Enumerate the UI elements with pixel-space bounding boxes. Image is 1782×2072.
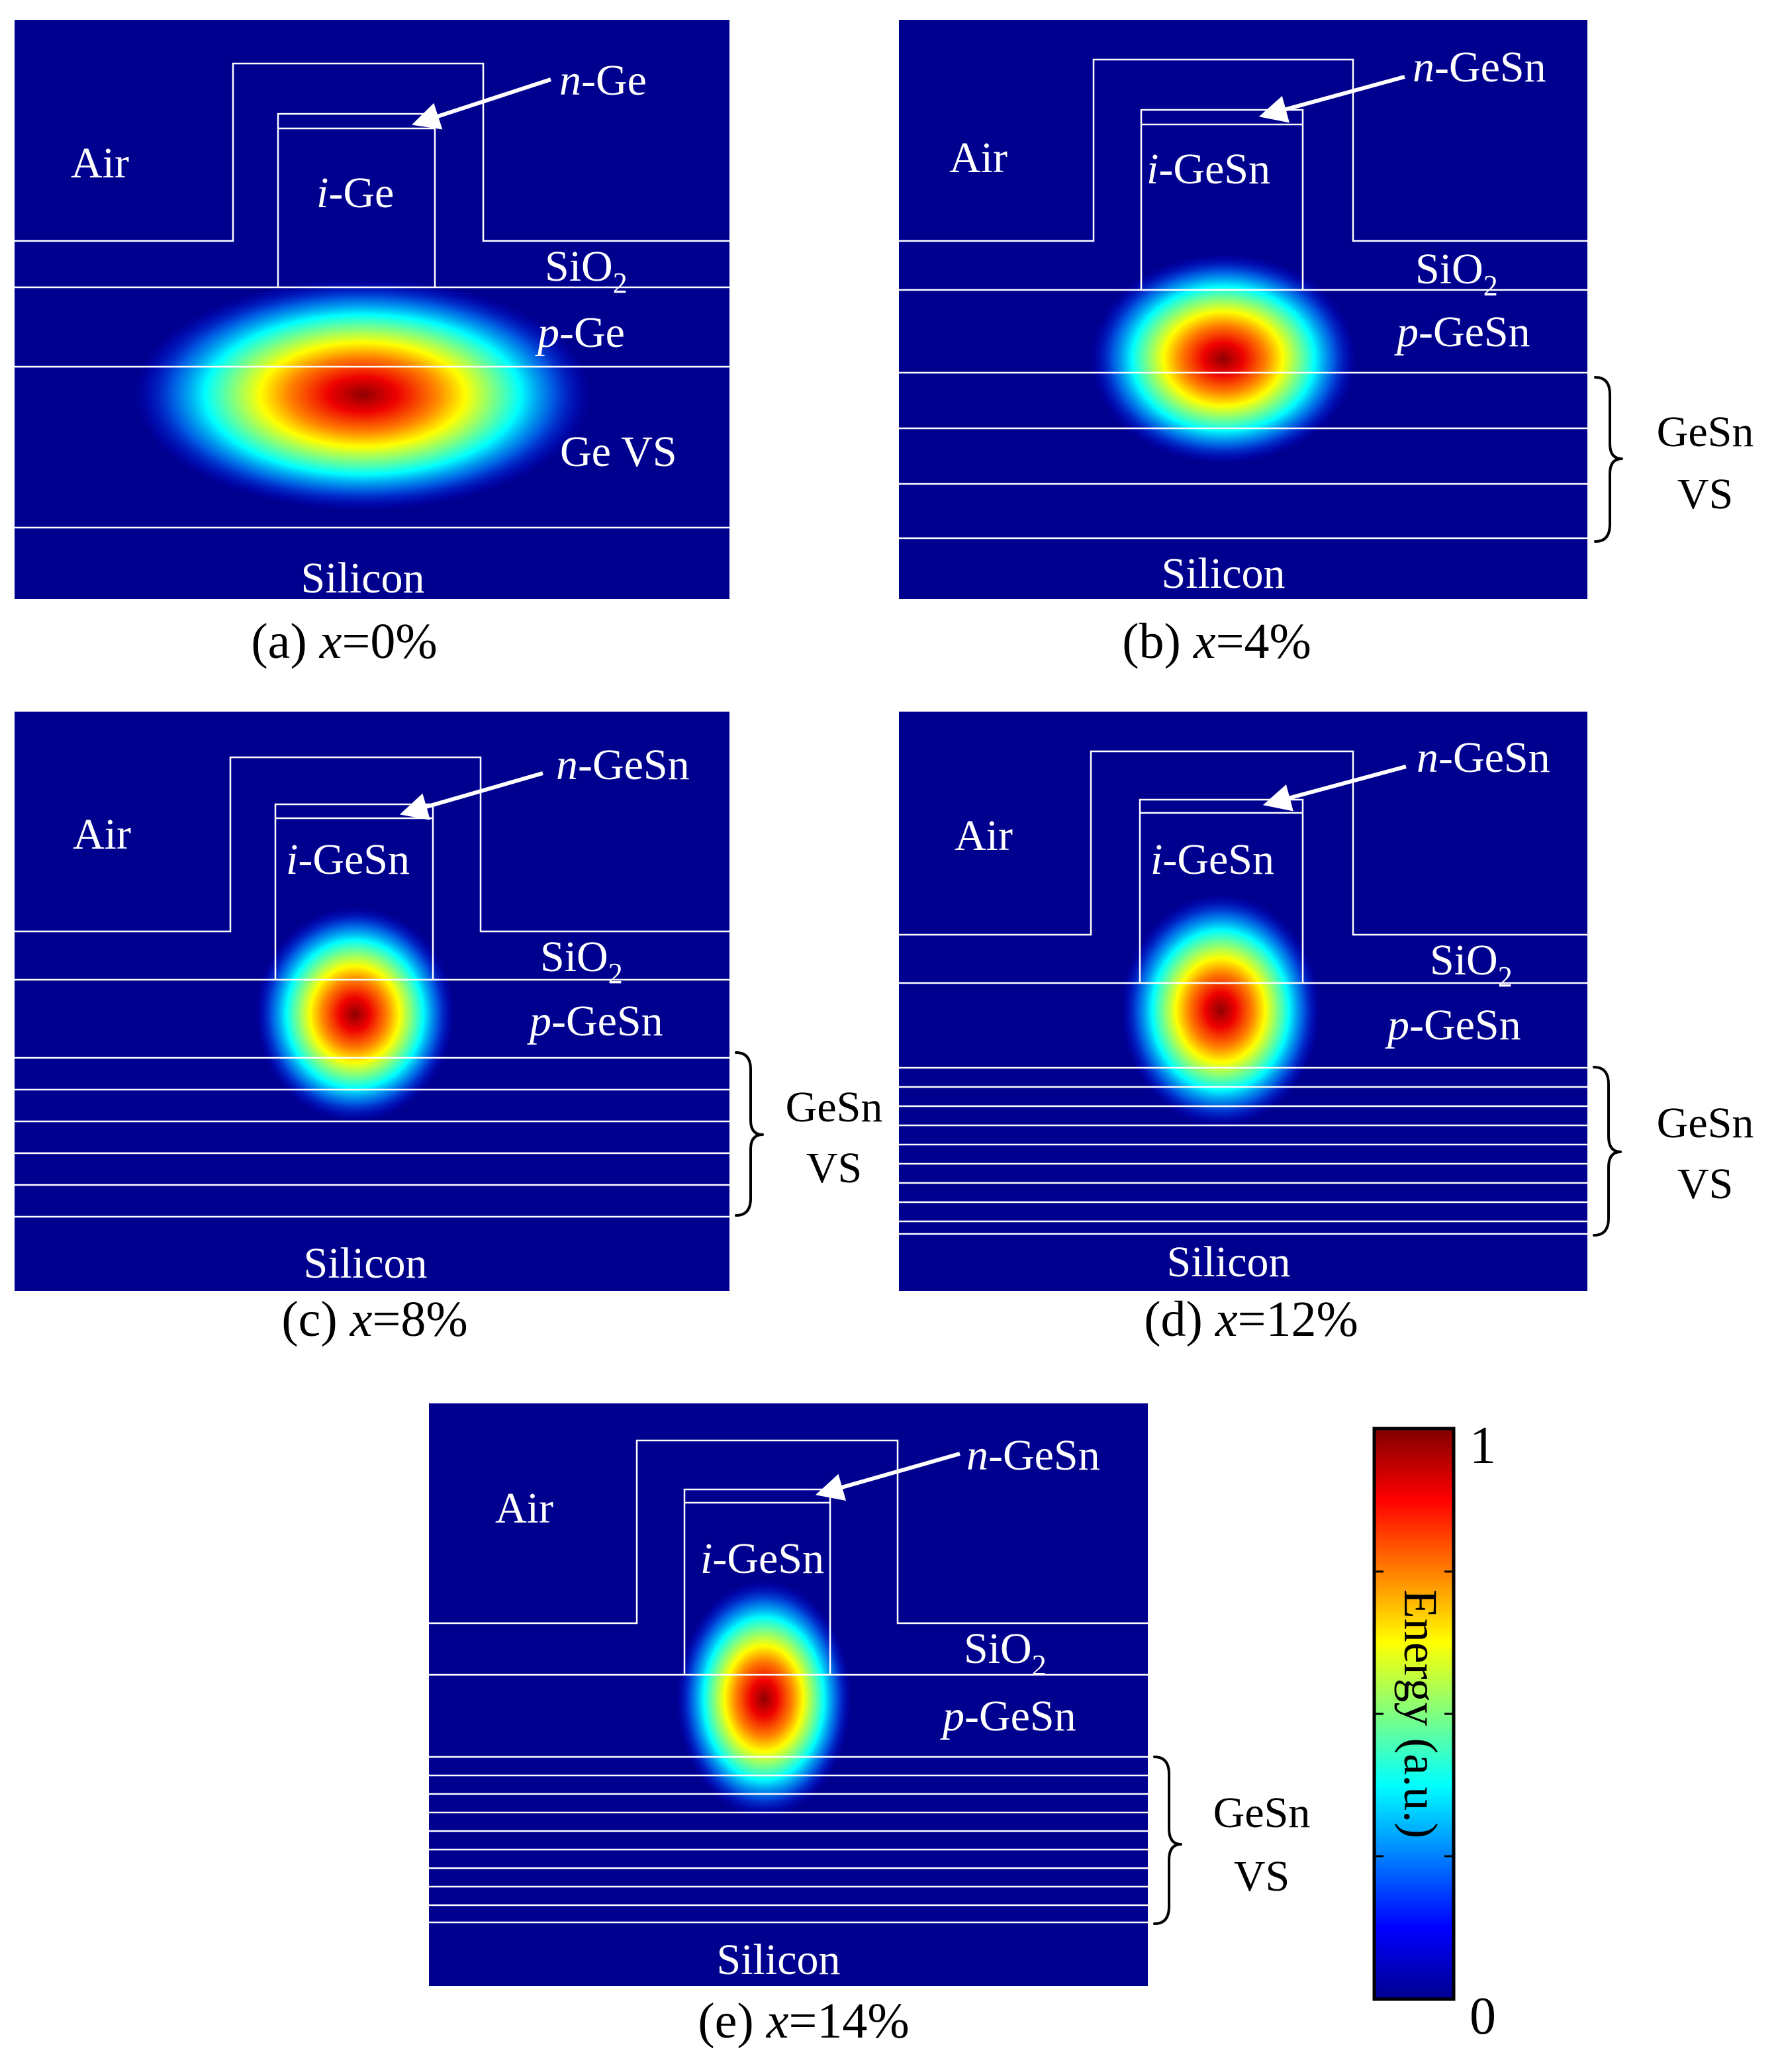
panel-a-boundaries [15, 62, 729, 529]
panel-b-arrow [1258, 75, 1405, 123]
panel-a-n-label: n-Ge [559, 56, 647, 105]
panel-c-air-label: Air [73, 810, 131, 859]
panel-e-p-label: p-GeSn [940, 1692, 1076, 1740]
panel-d-n-label: n-GeSn [1417, 733, 1550, 782]
panel-a-mode-profile [134, 279, 591, 510]
panel-d-air-label: Air [955, 812, 1013, 860]
panel-a-silicon-label: Silicon [301, 554, 424, 602]
panel-a-sio2-label: SiO2 [545, 242, 628, 299]
panel-d-caption: (d) x=12% [1144, 1292, 1358, 1347]
panel-e-air-label: Air [495, 1484, 553, 1532]
panel-d: Air n-GeSn i-GeSn SiO2 p-GeSn Silicon Ge… [899, 712, 1754, 1347]
panel-a: Air n-Ge i-Ge SiO2 p-Ge Ge VS Silicon (a… [15, 20, 729, 669]
panel-b-vs-label-line2: VS [1677, 470, 1733, 518]
panel-a-air-label: Air [71, 139, 129, 187]
panel-a-arrow [412, 77, 551, 130]
panel-e-silicon-label: Silicon [716, 1936, 840, 1984]
panel-e-sio2-label: SiO2 [964, 1625, 1047, 1681]
panel-a-caption: (a) x=0% [251, 614, 437, 669]
panel-d-vs-label-line1: GeSn [1657, 1099, 1754, 1147]
panel-e-brace [1153, 1756, 1182, 1925]
colorbar-min-label: 0 [1470, 1987, 1496, 2046]
panel-e: Air n-GeSn i-GeSn SiO2 p-GeSn Silicon Ge… [429, 1403, 1310, 2049]
panel-d-p-label: p-GeSn [1385, 1001, 1521, 1049]
panel-c-sio2-label: SiO2 [540, 933, 623, 990]
panel-e-n-label: n-GeSn [966, 1431, 1100, 1480]
panel-b-vs-label-line1: GeSn [1657, 408, 1754, 456]
panel-c-p-label: p-GeSn [527, 997, 663, 1045]
panel-e-vs-label-line2: VS [1234, 1852, 1290, 1901]
panel-e-vs-label-line1: GeSn [1213, 1789, 1311, 1837]
panel-e-arrow [815, 1452, 961, 1501]
panel-d-sio2-label: SiO2 [1430, 936, 1513, 993]
panel-c-vs-label-line1: GeSn [786, 1083, 883, 1131]
panel-b-caption: (b) x=4% [1122, 614, 1311, 669]
panel-b-p-label: p-GeSn [1394, 308, 1530, 356]
colorbar-max-label: 1 [1470, 1417, 1496, 1475]
panel-b-air-label: Air [949, 134, 1008, 182]
panel-a-vs-label: Ge VS [560, 428, 677, 476]
panel-c-vs-label-line2: VS [806, 1144, 862, 1192]
panel-a-p-label: p-Ge [535, 308, 625, 357]
panel-b: Air n-GeSn i-GeSn SiO2 p-GeSn Silicon Ge… [899, 20, 1754, 669]
panel-d-i-label: i-GeSn [1150, 835, 1274, 884]
panel-a-i-label: i-Ge [316, 169, 394, 217]
panel-d-vs-label-line2: VS [1677, 1160, 1733, 1208]
panel-d-arrow [1262, 765, 1407, 812]
panel-b-sio2-label: SiO2 [1415, 245, 1498, 302]
colorbar-title: Energy (a.u.) [1394, 1589, 1447, 1839]
panel-b-silicon-label: Silicon [1161, 549, 1285, 598]
panel-c-n-label: n-GeSn [556, 741, 690, 789]
panel-e-caption: (e) x=14% [698, 1993, 909, 2049]
panel-c-mode-profile [256, 907, 454, 1121]
panel-b-boundaries [899, 58, 1587, 540]
panel-e-mode-profile [677, 1581, 851, 1816]
panel-d-silicon-label: Silicon [1166, 1238, 1290, 1286]
panel-e-i-label: i-GeSn [700, 1534, 824, 1583]
panel-e-boundaries [429, 1439, 1148, 1924]
panel-b-i-label: i-GeSn [1147, 145, 1270, 193]
panel-c: Air n-GeSn i-GeSn SiO2 p-GeSn Silicon Ge… [15, 712, 882, 1347]
panel-c-arrow [399, 771, 543, 820]
panel-c-i-label: i-GeSn [286, 835, 410, 884]
panel-b-brace [1594, 376, 1623, 543]
panel-c-brace [735, 1051, 764, 1217]
panel-d-brace [1593, 1066, 1622, 1237]
panel-d-mode-profile [1121, 894, 1320, 1126]
colorbar: 1 0 Energy (a.u.) [1372, 1417, 1496, 2046]
panel-b-mode-profile [1091, 254, 1356, 463]
panel-b-n-label: n-GeSn [1413, 43, 1546, 91]
panel-d-boundaries [899, 750, 1587, 1235]
panel-c-silicon-label: Silicon [303, 1239, 427, 1288]
panel-c-caption: (c) x=8% [281, 1292, 467, 1347]
